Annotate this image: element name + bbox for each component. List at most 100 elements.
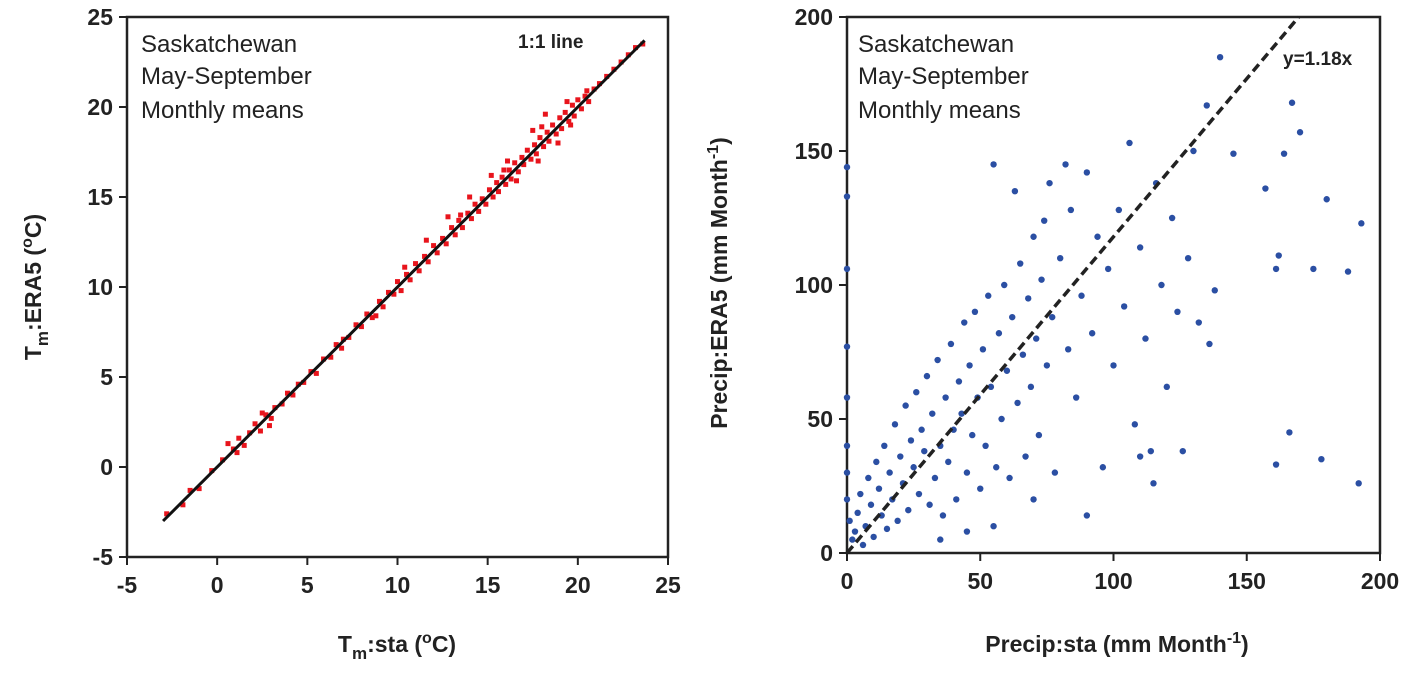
data-point xyxy=(923,372,931,380)
x-tick-label: 15 xyxy=(475,572,501,598)
annotation-region: Saskatchewan xyxy=(141,31,297,58)
data-point xyxy=(870,533,877,541)
data-point xyxy=(537,135,543,141)
data-point xyxy=(993,464,1000,471)
data-point xyxy=(1147,447,1155,455)
data-point xyxy=(859,541,867,549)
data-point xyxy=(963,469,971,476)
annotation-stat: Monthly means xyxy=(858,97,1021,124)
data-point xyxy=(1030,233,1037,240)
data-point xyxy=(990,161,997,168)
data-point xyxy=(1062,161,1069,168)
data-point xyxy=(333,342,339,348)
data-point xyxy=(486,187,492,193)
data-point xyxy=(373,313,379,319)
data-point xyxy=(586,99,592,105)
data-point xyxy=(488,172,494,178)
data-point xyxy=(578,106,584,112)
data-point xyxy=(582,93,588,99)
data-point xyxy=(465,210,471,216)
data-point xyxy=(950,426,957,433)
data-point xyxy=(456,217,462,223)
data-point xyxy=(528,156,534,162)
data-point xyxy=(1003,367,1011,374)
data-point xyxy=(969,431,976,439)
data-point xyxy=(1206,340,1213,348)
data-point xyxy=(958,410,965,417)
data-point xyxy=(1017,260,1024,267)
data-point xyxy=(495,189,501,195)
data-point xyxy=(575,97,581,103)
data-point xyxy=(1179,447,1186,455)
temperature-scatter-panel: -5 0 5 10 15 20 25 -5 0 5 10 15 20 25 Saskatchewan Ma… xyxy=(19,4,681,663)
data-point xyxy=(897,453,904,460)
data-point xyxy=(843,394,851,401)
data-point xyxy=(891,421,899,428)
data-point xyxy=(939,512,947,519)
data-point xyxy=(918,426,925,433)
data-point xyxy=(1296,129,1304,136)
data-point xyxy=(196,486,202,492)
data-point xyxy=(913,389,920,396)
data-point xyxy=(1120,303,1128,310)
data-point xyxy=(843,193,851,200)
y-axis-label: Precip:ERA5 (mm Month-1) xyxy=(705,137,732,429)
data-point xyxy=(479,196,485,202)
data-point xyxy=(875,485,883,492)
data-point xyxy=(1030,496,1037,503)
data-point xyxy=(440,235,446,241)
y-tick-label: 0 xyxy=(100,454,113,480)
data-point xyxy=(505,158,511,164)
x-tick-label: 0 xyxy=(211,572,224,598)
data-point xyxy=(241,442,247,448)
data-point xyxy=(402,264,408,270)
data-point xyxy=(542,111,548,117)
data-point xyxy=(1272,265,1280,273)
data-point xyxy=(1051,469,1059,476)
data-point xyxy=(843,442,851,449)
data-point xyxy=(846,517,853,525)
data-point xyxy=(569,102,575,108)
data-point xyxy=(452,232,458,238)
data-point xyxy=(902,402,909,409)
data-point xyxy=(881,442,888,449)
data-point xyxy=(867,501,875,508)
data-point xyxy=(953,496,960,503)
regression-line xyxy=(845,15,1301,555)
data-point xyxy=(883,525,891,533)
data-point xyxy=(252,421,258,427)
data-point xyxy=(1280,150,1288,157)
y-tick-label: 20 xyxy=(87,94,113,120)
data-point xyxy=(945,458,952,466)
x-tick-label: 20 xyxy=(565,572,591,598)
data-point xyxy=(1046,179,1053,187)
data-point xyxy=(979,346,987,353)
data-point xyxy=(942,394,949,401)
y-tick-label: 10 xyxy=(87,274,113,300)
data-point xyxy=(961,319,968,326)
precipitation-scatter-panel: 0 50 100 150 200 0 50 100 150 200 Saskatchewan Ma… xyxy=(705,4,1399,657)
x-tick-label: 50 xyxy=(967,568,993,594)
data-point xyxy=(369,315,375,321)
y-tick-label: 100 xyxy=(795,272,833,298)
data-point xyxy=(395,279,400,285)
data-point xyxy=(1323,196,1330,203)
data-point xyxy=(921,447,928,455)
data-point xyxy=(1067,206,1075,214)
data-point xyxy=(1174,308,1181,315)
data-point xyxy=(313,370,319,376)
data-point xyxy=(1126,139,1133,147)
data-point xyxy=(515,169,521,175)
y-axis-label: Tm:ERA5 (oC) xyxy=(19,214,52,360)
data-point xyxy=(503,181,509,187)
data-point xyxy=(1006,474,1013,482)
data-point xyxy=(550,122,556,128)
data-point xyxy=(236,435,242,441)
data-point xyxy=(490,194,496,200)
data-point xyxy=(1110,362,1117,369)
data-point xyxy=(1094,233,1101,240)
data-point xyxy=(998,415,1005,423)
data-point xyxy=(564,99,570,105)
data-point xyxy=(358,324,364,330)
